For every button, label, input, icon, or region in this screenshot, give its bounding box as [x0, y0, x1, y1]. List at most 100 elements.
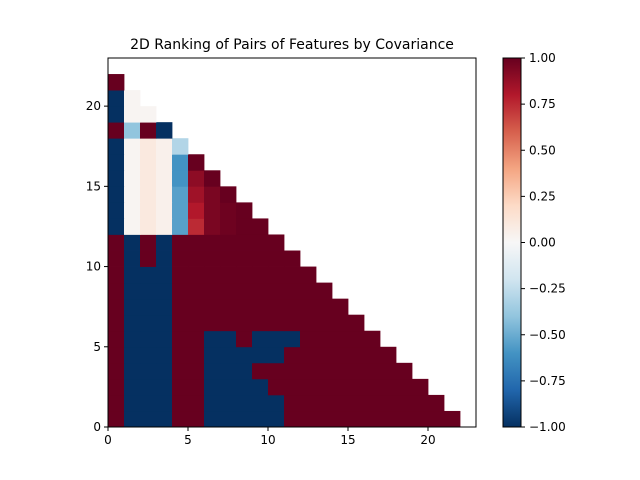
heatmap-cell [204, 234, 221, 251]
heatmap-cell [188, 362, 205, 380]
heatmap-cell [220, 394, 237, 412]
heatmap-cell [380, 362, 397, 380]
heatmap-cell [172, 138, 189, 155]
heatmap-cell [364, 330, 381, 348]
x-tick-label: 0 [104, 433, 112, 447]
chart-title: 2D Ranking of Pairs of Features by Covar… [130, 37, 454, 53]
heatmap-cell [124, 122, 141, 139]
heatmap-cell [236, 330, 253, 348]
heatmap-cell [204, 362, 221, 380]
heatmap-cells [108, 74, 461, 428]
heatmap-cell [284, 362, 301, 380]
heatmap-cell [188, 410, 205, 428]
heatmap-cell [204, 378, 221, 396]
heatmap-cell [284, 314, 301, 332]
heatmap-cell [444, 410, 461, 428]
heatmap-cell [348, 346, 365, 364]
heatmap-cell [364, 346, 381, 364]
heatmap-cell [428, 410, 445, 428]
heatmap-cell [188, 250, 205, 267]
heatmap-cell [188, 202, 205, 219]
heatmap-cell [396, 378, 413, 396]
heatmap-cell [188, 186, 205, 203]
heatmap-cell [220, 250, 237, 267]
heatmap-cell [268, 282, 285, 300]
heatmap-cell [252, 314, 269, 332]
heatmap-cell [108, 266, 125, 284]
heatmap-cell [204, 266, 221, 284]
heatmap-cell [412, 378, 429, 396]
heatmap-cell [124, 250, 141, 267]
plot-frame [107, 57, 477, 428]
heatmap-cell [204, 394, 221, 412]
heatmap-cell [140, 330, 157, 348]
heatmap-cell [124, 202, 141, 219]
heatmap-cell [172, 298, 189, 316]
heatmap-cell [140, 186, 157, 203]
heatmap-cell [156, 282, 173, 300]
heatmap-cell [332, 410, 349, 428]
heatmap-cell [156, 266, 173, 284]
heatmap-cell [124, 346, 141, 364]
heatmap-cell [316, 282, 333, 300]
heatmap-cell [316, 330, 333, 348]
heatmap-cell [124, 298, 141, 316]
heatmap-cell [252, 282, 269, 300]
heatmap-cell [364, 362, 381, 380]
heatmap-cell [236, 346, 253, 364]
heatmap-cell [204, 218, 221, 235]
heatmap-cell [156, 154, 173, 171]
heatmap-cell [172, 410, 189, 428]
heatmap-cell [220, 330, 237, 348]
heatmap-cell [236, 266, 253, 284]
heatmap-cell [108, 282, 125, 300]
heatmap-cell [252, 250, 269, 267]
heatmap-cell [268, 314, 285, 332]
heatmap-cell [300, 330, 317, 348]
heatmap-cell [300, 282, 317, 300]
heatmap-cell [316, 346, 333, 364]
heatmap-cell [156, 314, 173, 332]
heatmap-cell [188, 346, 205, 364]
heatmap-cell [124, 362, 141, 380]
heatmap-cell [252, 346, 269, 364]
heatmap-cell [156, 202, 173, 219]
heatmap-cell [172, 234, 189, 251]
heatmap-cell [156, 410, 173, 428]
heatmap-cell [284, 346, 301, 364]
heatmap-cell [108, 90, 125, 107]
heatmap-cell [140, 234, 157, 251]
heatmap-cell [268, 378, 285, 396]
heatmap-cell [204, 282, 221, 300]
heatmap-cell [236, 218, 253, 235]
heatmap-cell [124, 410, 141, 428]
heatmap-cell [300, 298, 317, 316]
heatmap-cell [188, 218, 205, 235]
colorbar-tick-label: 0.00 [529, 236, 556, 250]
heatmap-cell [108, 250, 125, 267]
heatmap-cell [204, 250, 221, 267]
heatmap-cell [156, 394, 173, 412]
colorbar-gradient [502, 57, 522, 428]
heatmap-cell [348, 394, 365, 412]
heatmap-cell [124, 378, 141, 396]
heatmap-cell [140, 170, 157, 187]
x-tick-label: 15 [340, 433, 355, 447]
heatmap-cell [348, 410, 365, 428]
heatmap-cell [108, 186, 125, 203]
heatmap-cell [204, 346, 221, 364]
heatmap-cell [252, 330, 269, 348]
heatmap-cell [284, 410, 301, 428]
heatmap-cell [156, 122, 173, 139]
heatmap-cell [108, 106, 125, 123]
heatmap-cell [332, 314, 349, 332]
heatmap-cell [348, 314, 365, 332]
heatmap-cell [172, 394, 189, 412]
heatmap-cell [284, 394, 301, 412]
heatmap-cell [172, 282, 189, 300]
heatmap-cell [124, 234, 141, 251]
heatmap-cell [300, 346, 317, 364]
y-axis: 0 5 10 15 20 [86, 99, 108, 434]
heatmap-cell [332, 362, 349, 380]
